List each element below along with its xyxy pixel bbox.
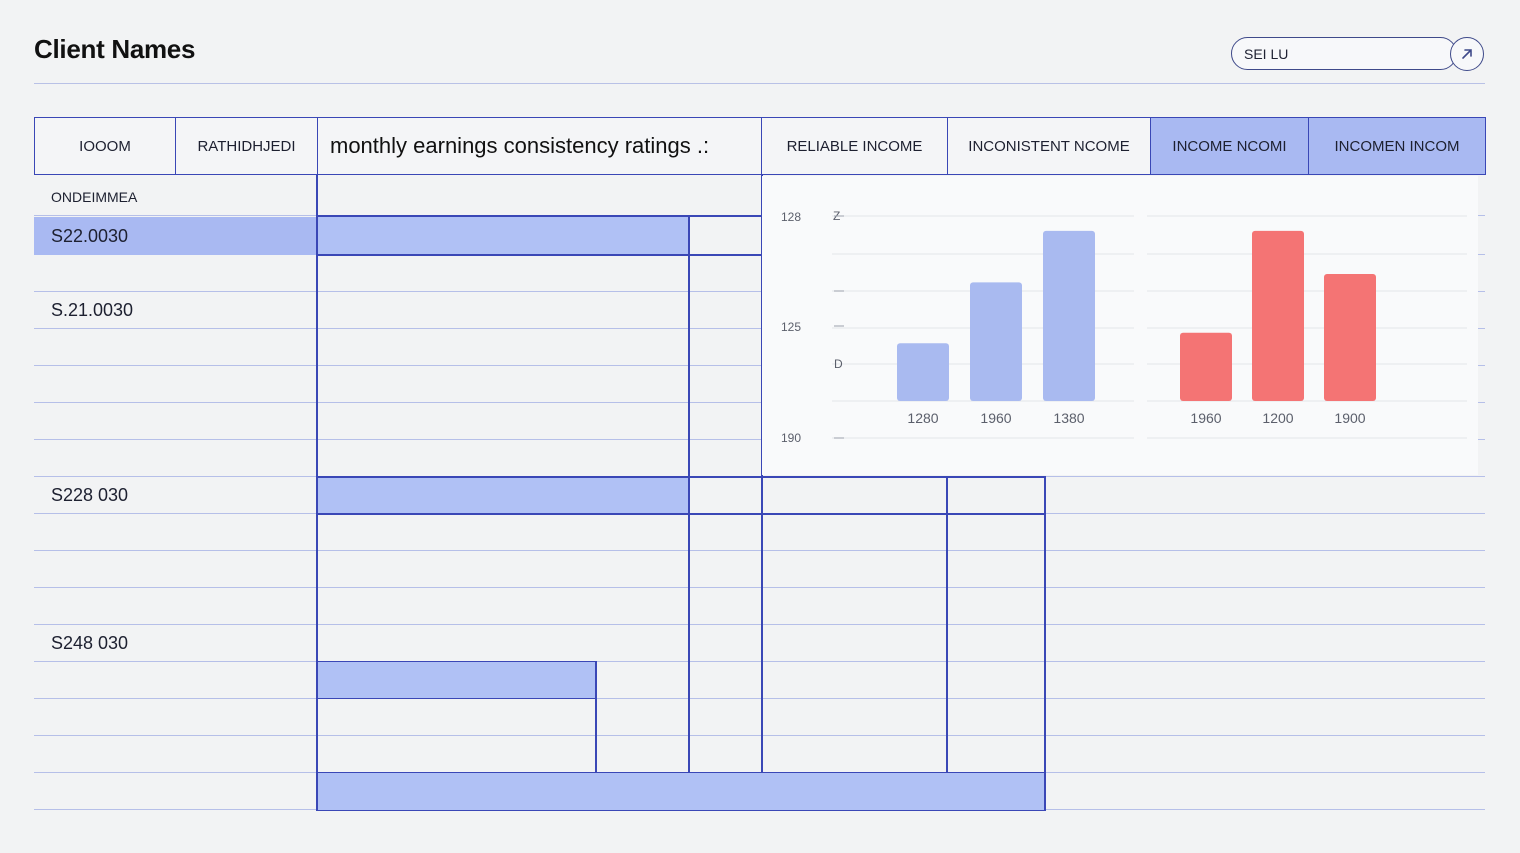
x-tick-label: 1380	[1053, 410, 1084, 426]
bar	[897, 343, 949, 401]
column-header-label: RATHIDHJEDI	[197, 137, 296, 155]
column-header-label: INCONISTENT NCOME	[968, 137, 1130, 155]
grid-line	[317, 254, 762, 256]
timeline-bar[interactable]	[317, 772, 1046, 811]
column-header-label: INCOME NCOMI	[1172, 137, 1287, 155]
grid-line	[761, 175, 763, 772]
row-divider	[34, 402, 1485, 403]
search-input[interactable]: SEI LU	[1231, 37, 1457, 70]
page-title: Client Names	[34, 34, 196, 64]
table-row-label[interactable]: S248 030	[51, 633, 129, 653]
y-tick-label: 128	[781, 210, 801, 224]
arrow-up-right-icon	[1462, 49, 1472, 59]
row-divider	[34, 328, 1485, 329]
grid-line	[317, 215, 762, 217]
table-row-label[interactable]: S.21.0030	[51, 300, 134, 320]
column-header-label: IOOOM	[79, 137, 131, 155]
grid-line	[316, 175, 318, 811]
row-divider	[34, 587, 1485, 588]
column-header[interactable]: INCOMEN INCOM	[1308, 117, 1486, 175]
column-header[interactable]: RATHIDHJEDI	[175, 117, 318, 175]
column-header-label: monthly earnings consistency ratings .:	[330, 133, 710, 158]
grid-line	[1044, 476, 1046, 811]
y-tick-label: 125	[781, 320, 801, 334]
bar	[1180, 332, 1232, 401]
row-divider	[34, 624, 1485, 625]
column-header[interactable]: IOOOM	[34, 117, 176, 175]
row-divider	[34, 365, 1485, 366]
row-divider	[34, 698, 1485, 699]
bar	[1252, 230, 1304, 401]
bar	[1043, 230, 1095, 401]
timeline-bar[interactable]	[317, 661, 596, 699]
income-chart: 128 Z 125 D 190 1280 1960 1380 1960 1200 1900	[762, 176, 1478, 475]
column-header[interactable]: RELIABLE INCOME	[761, 117, 948, 175]
y-tick-label: D	[834, 357, 843, 371]
y-tick-label: 190	[781, 431, 801, 445]
open-button[interactable]	[1450, 37, 1484, 71]
row-divider	[34, 439, 1485, 440]
grid-line	[317, 513, 1046, 515]
timeline-bar[interactable]	[317, 215, 689, 255]
grid-line	[946, 476, 948, 772]
column-header[interactable]: INCOME NCOMI	[1150, 117, 1309, 175]
group-label: ONDEIMMEA	[51, 189, 138, 205]
x-tick-label: 1280	[907, 410, 938, 426]
row-divider	[34, 661, 1485, 662]
bar	[970, 282, 1022, 401]
header-divider	[34, 83, 1485, 84]
timeline-bar[interactable]	[317, 476, 689, 514]
table-row-label[interactable]: S228 030	[51, 485, 129, 505]
grid-line	[595, 661, 597, 772]
column-header-label: RELIABLE INCOME	[786, 137, 923, 155]
x-tick-label: 1200	[1262, 410, 1293, 426]
selected-row-highlight[interactable]	[34, 217, 317, 255]
grid-line	[317, 476, 1046, 478]
x-tick-label: 1960	[1190, 410, 1221, 426]
table-row-label[interactable]: S22.0030	[51, 226, 129, 246]
row-divider	[34, 735, 1485, 736]
column-header[interactable]: monthly earnings consistency ratings .:	[317, 117, 762, 175]
row-divider	[34, 550, 1485, 551]
x-tick-label: 1900	[1334, 410, 1365, 426]
grid-line	[688, 215, 690, 772]
column-header-label: INCOMEN INCOM	[1334, 137, 1460, 155]
bar	[1324, 273, 1376, 401]
x-tick-label: 1960	[980, 410, 1011, 426]
column-header[interactable]: INCONISTENT NCOME	[947, 117, 1151, 175]
row-divider	[34, 291, 1485, 292]
